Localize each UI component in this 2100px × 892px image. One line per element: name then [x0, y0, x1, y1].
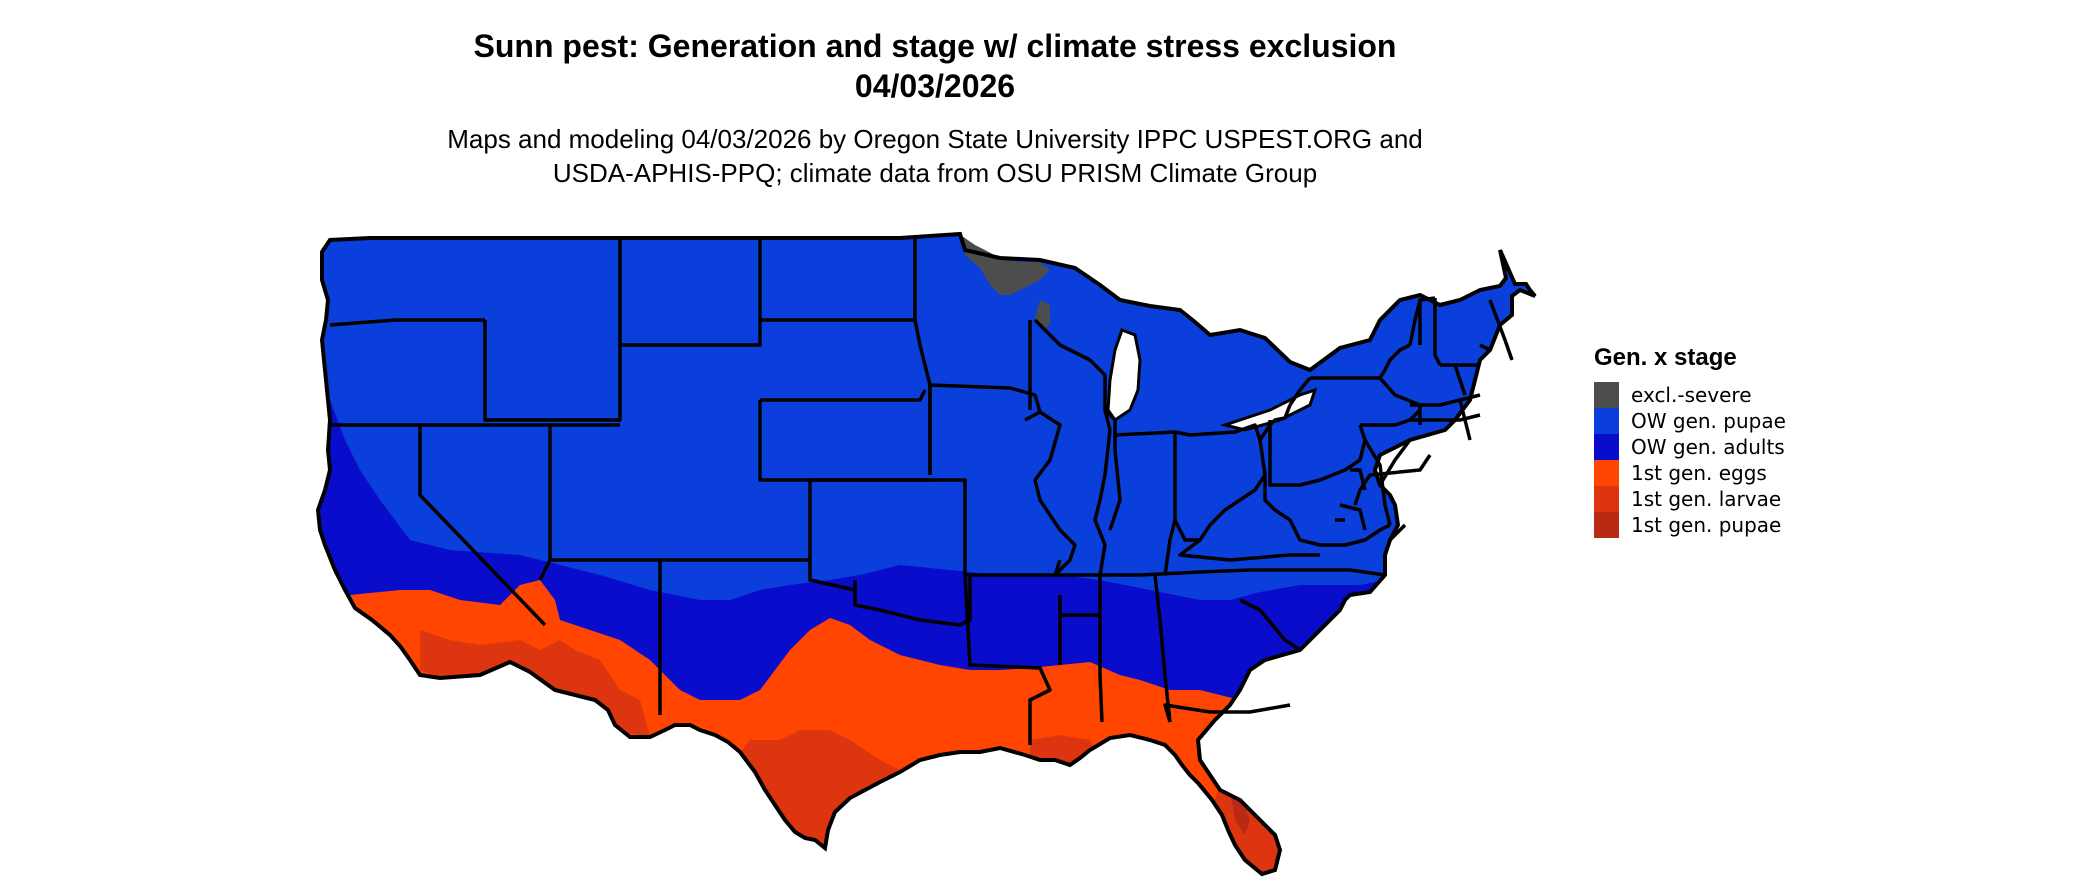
- legend-items: excl.-severe OW gen. pupae OW gen. adults 1…: [1594, 382, 1786, 538]
- legend-item: 1st gen. pupae: [1594, 512, 1786, 538]
- map-title: Sunn pest: Generation and stage w/ clima…: [473, 28, 1397, 64]
- legend-swatch: [1594, 408, 1619, 434]
- legend-item: 1st gen. larvae: [1594, 486, 1786, 512]
- legend-swatch: [1594, 486, 1619, 512]
- map-date: 04/03/2026: [854, 68, 1016, 104]
- legend-item: excl.-severe: [1594, 382, 1786, 408]
- lake-michigan: [1106, 328, 1142, 423]
- legend-label: 1st gen. pupae: [1631, 513, 1782, 537]
- legend-label: 1st gen. larvae: [1631, 487, 1782, 511]
- zone-1st-gen-pupae: [1230, 790, 1250, 835]
- zone-excl-severe-mn: [962, 236, 1050, 295]
- legend-label: OW gen. adults: [1631, 435, 1785, 459]
- legend-swatch: [1594, 434, 1619, 460]
- climate-zones: [318, 234, 1535, 874]
- legend-item: 1st gen. eggs: [1594, 460, 1786, 486]
- legend-swatch: [1594, 382, 1619, 408]
- legend-item: OW gen. adults: [1594, 434, 1786, 460]
- legend-label: 1st gen. eggs: [1631, 461, 1767, 485]
- map-subtitle-line1: Maps and modeling 04/03/2026 by Oregon S…: [447, 124, 1423, 154]
- legend-title: Gen. x stage: [1594, 344, 1737, 371]
- legend-label: excl.-severe: [1631, 383, 1752, 407]
- legend: Gen. x stage excl.-severe OW gen. pupae OW…: [1594, 344, 1786, 538]
- legend-swatch: [1594, 512, 1619, 538]
- legend-label: OW gen. pupae: [1631, 409, 1786, 433]
- legend-swatch: [1594, 460, 1619, 486]
- legend-item: OW gen. pupae: [1594, 408, 1786, 434]
- state-borders: [329, 238, 1514, 745]
- map-subtitle-line2: USDA-APHIS-PPQ; climate data from OSU PR…: [552, 158, 1318, 188]
